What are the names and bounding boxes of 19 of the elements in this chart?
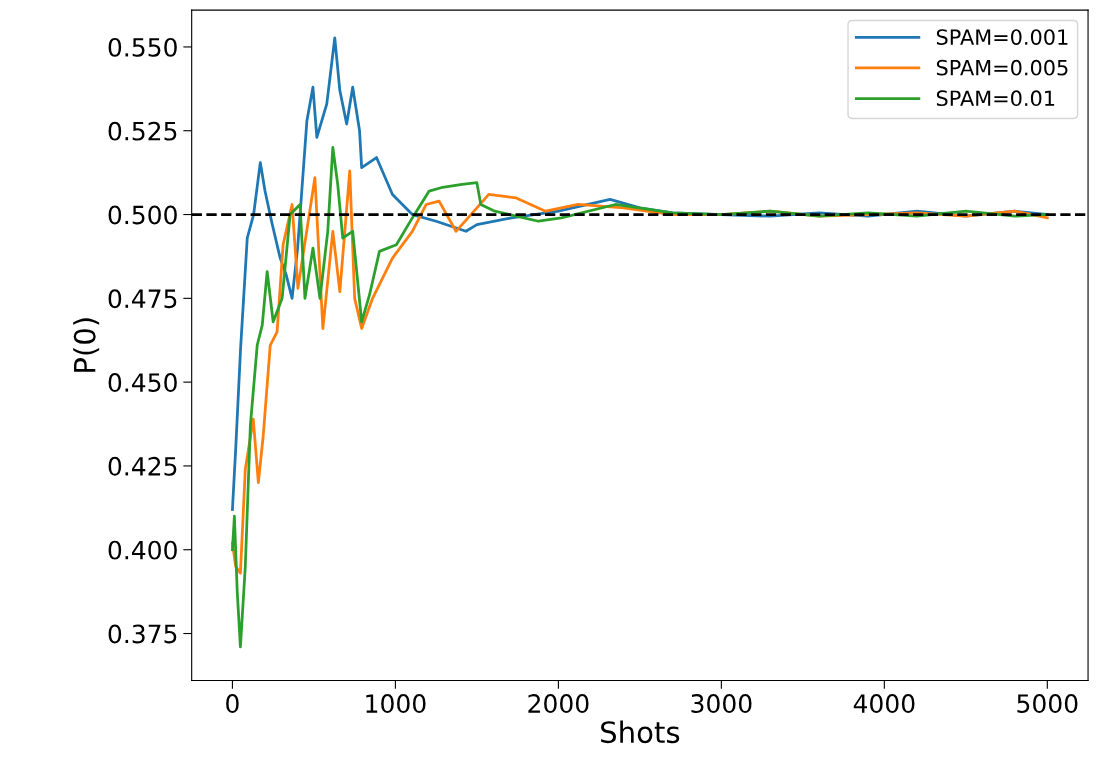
x-tick-label: 3000	[691, 694, 752, 713]
x-tick-label: 5000	[1017, 694, 1078, 713]
legend-label: SPAM=0.01	[936, 90, 1055, 107]
y-tick-label: 0.500	[108, 205, 177, 225]
x-tick-label: 2000	[528, 694, 589, 713]
x-tick-label: 4000	[853, 694, 915, 713]
y-tick-label: 0.450	[108, 373, 177, 392]
y-tick-label: 0.400	[108, 540, 177, 560]
y-tick-label: 0.525	[108, 121, 177, 141]
y-tick-label: 0.425	[108, 456, 177, 476]
y-tick-label: 0.375	[108, 624, 177, 644]
y-tick-label: 0.550	[108, 37, 177, 57]
y-tick-label: 0.475	[108, 289, 177, 309]
x-tick-label: 0	[226, 694, 239, 713]
x-axis-title: Shots	[601, 720, 680, 744]
x-tick-label: 1000	[366, 694, 426, 713]
legend-label: SPAM=0.005	[936, 59, 1068, 76]
legend-label: SPAM=0.001	[936, 29, 1068, 45]
y-axis-title: P(0)	[73, 318, 100, 372]
